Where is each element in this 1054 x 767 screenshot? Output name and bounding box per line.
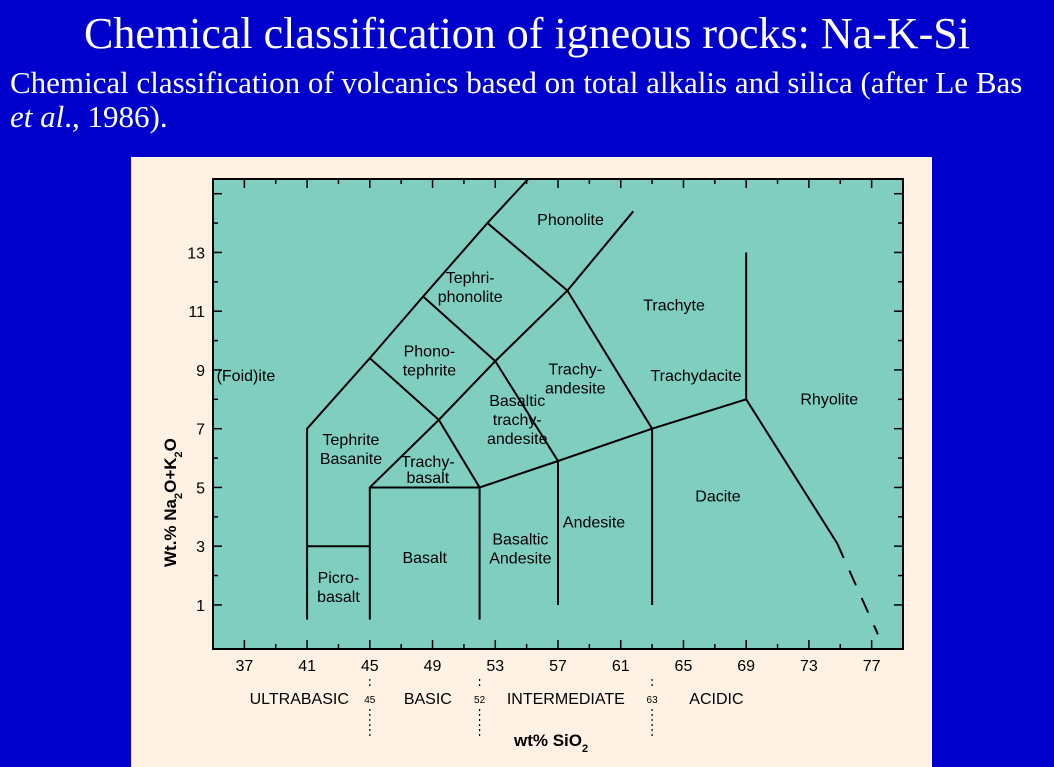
field-label: Rhyolite <box>800 391 858 408</box>
slide-title: Chemical classification of igneous rocks… <box>84 9 970 58</box>
field-label-line: Trachy- <box>401 454 455 471</box>
field-label: Trachyte <box>643 297 705 314</box>
category-boundary-value: 45 <box>364 695 376 706</box>
y-tick-label: 7 <box>196 422 205 439</box>
field-boundary-line <box>422 295 559 462</box>
field-label-line: Phono- <box>404 344 456 361</box>
field-label-line: Basaltic <box>489 393 545 410</box>
field-labels: Phonolite Tephri-phonolite Trachyte Phono-t… <box>217 212 859 606</box>
field-label-line: phonolite <box>438 289 503 306</box>
category-boundary-value: 52 <box>474 695 486 706</box>
y-axis-title-part: O+K <box>161 457 180 493</box>
x-tick-label: 37 <box>235 658 253 675</box>
field-label: Tephri-phonolite <box>438 270 503 306</box>
field-label: Phonolite <box>537 212 604 229</box>
field-label-line: andesite <box>545 380 606 397</box>
field-boundary-line <box>486 222 653 430</box>
field-label: Phono-tephrite <box>403 344 456 380</box>
field-label-line: basalt <box>317 589 360 606</box>
slide-subtitle: Chemical classification of volcanics bas… <box>10 66 1050 134</box>
field-label-line: Andesite <box>563 515 625 532</box>
field-label-line: Tephri- <box>446 270 495 287</box>
field-label: Trachydacite <box>651 368 742 385</box>
field-label: (Foid)ite <box>217 368 276 385</box>
y-axis-title: Wt.% Na2O+K2O <box>161 438 185 567</box>
y-tick-label: 1 <box>196 598 205 615</box>
tas-diagram-panel: Phonolite Tephri-phonolite Trachyte Phono-t… <box>131 157 932 767</box>
field-label-line: trachy- <box>493 412 542 429</box>
field-label-line: Tephrite <box>323 432 380 449</box>
y-axis-title-sub: 2 <box>173 493 185 499</box>
subtitle-text: Chemical classification of volcanics bas… <box>10 65 1023 100</box>
field-boundary-line <box>368 210 635 620</box>
y-tick-label: 5 <box>196 480 205 497</box>
field-boundary-line <box>306 178 529 620</box>
x-axis-title-sub: 2 <box>582 743 588 755</box>
field-label-line: Dacite <box>695 488 740 505</box>
field-label: Trachy-basalt <box>401 454 455 487</box>
field-label: Tephrite Basanite <box>320 432 382 468</box>
field-boundaries <box>306 178 879 635</box>
field-label: Andesite <box>563 515 625 532</box>
y-tick-label: 9 <box>196 363 205 380</box>
y-axis-title-part: O <box>161 438 180 451</box>
field-label-line: Trachyte <box>643 297 705 314</box>
field-label-line: Trachy- <box>548 361 602 378</box>
field-label: Trachy-andesite <box>545 361 606 397</box>
field-boundary-line <box>369 357 481 488</box>
x-tick-label: 53 <box>486 658 504 675</box>
x-tick-label: 41 <box>298 658 316 675</box>
silica-category-label: INTERMEDIATE <box>507 691 625 708</box>
field-label-line: (Foid)ite <box>217 368 276 385</box>
field-label: Basaltic Andesite <box>489 532 551 568</box>
field-label-line: andesite <box>487 431 548 448</box>
tick-marks <box>213 179 903 649</box>
silica-categories: 45 52 63 ULTRABASIC BASIC INTERMEDIATE ACIDIC <box>250 679 744 739</box>
field-label-line: Andesite <box>489 551 551 568</box>
field-boundary-line <box>369 398 838 544</box>
y-tick-label: 11 <box>188 304 205 321</box>
y-axis-title-sub: 2 <box>173 451 185 457</box>
field-label-line: Trachydacite <box>651 368 742 385</box>
y-axis-title-part: Wt.% Na <box>161 498 180 567</box>
x-axis-title: wt% SiO2 <box>513 731 588 755</box>
field-label-line: Rhyolite <box>800 391 858 408</box>
x-tick-label: 73 <box>800 658 818 675</box>
field-label-line: Picro- <box>318 570 360 587</box>
silica-category-label: BASIC <box>404 691 452 708</box>
x-tick-label: 65 <box>675 658 693 675</box>
field-label-line: Basanite <box>320 451 382 468</box>
x-tick-label: 61 <box>612 658 630 675</box>
subtitle-italic: et al <box>10 99 65 134</box>
x-tick-label: 69 <box>737 658 755 675</box>
x-tick-label: 57 <box>549 658 567 675</box>
category-boundary-value: 63 <box>647 695 659 706</box>
y-tick-label: 3 <box>196 539 205 556</box>
field-label-line: Phonolite <box>537 212 604 229</box>
field-label: Dacite <box>695 488 740 505</box>
field-label-line: Basaltic <box>492 532 548 549</box>
silica-category-label: ACIDIC <box>689 691 743 708</box>
x-tick-label: 77 <box>863 658 881 675</box>
field-label: Basaltic trachy-andesite <box>487 393 548 448</box>
silica-category-label: ULTRABASIC <box>250 691 349 708</box>
field-label-line: Basalt <box>402 550 447 567</box>
y-tick-label: 13 <box>187 245 205 262</box>
tas-diagram: Phonolite Tephri-phonolite Trachyte Phono-t… <box>161 178 904 755</box>
field-label-line: basalt <box>406 470 449 487</box>
x-axis-title-text: wt% SiO <box>513 731 582 750</box>
field-label: Picro-basalt <box>317 570 360 606</box>
subtitle-text-end: ., 1986). <box>64 99 168 134</box>
field-label: Basalt <box>402 550 447 567</box>
x-tick-label: 49 <box>424 658 442 675</box>
field-label-line: tephrite <box>403 363 456 380</box>
x-tick-label: 45 <box>361 658 379 675</box>
